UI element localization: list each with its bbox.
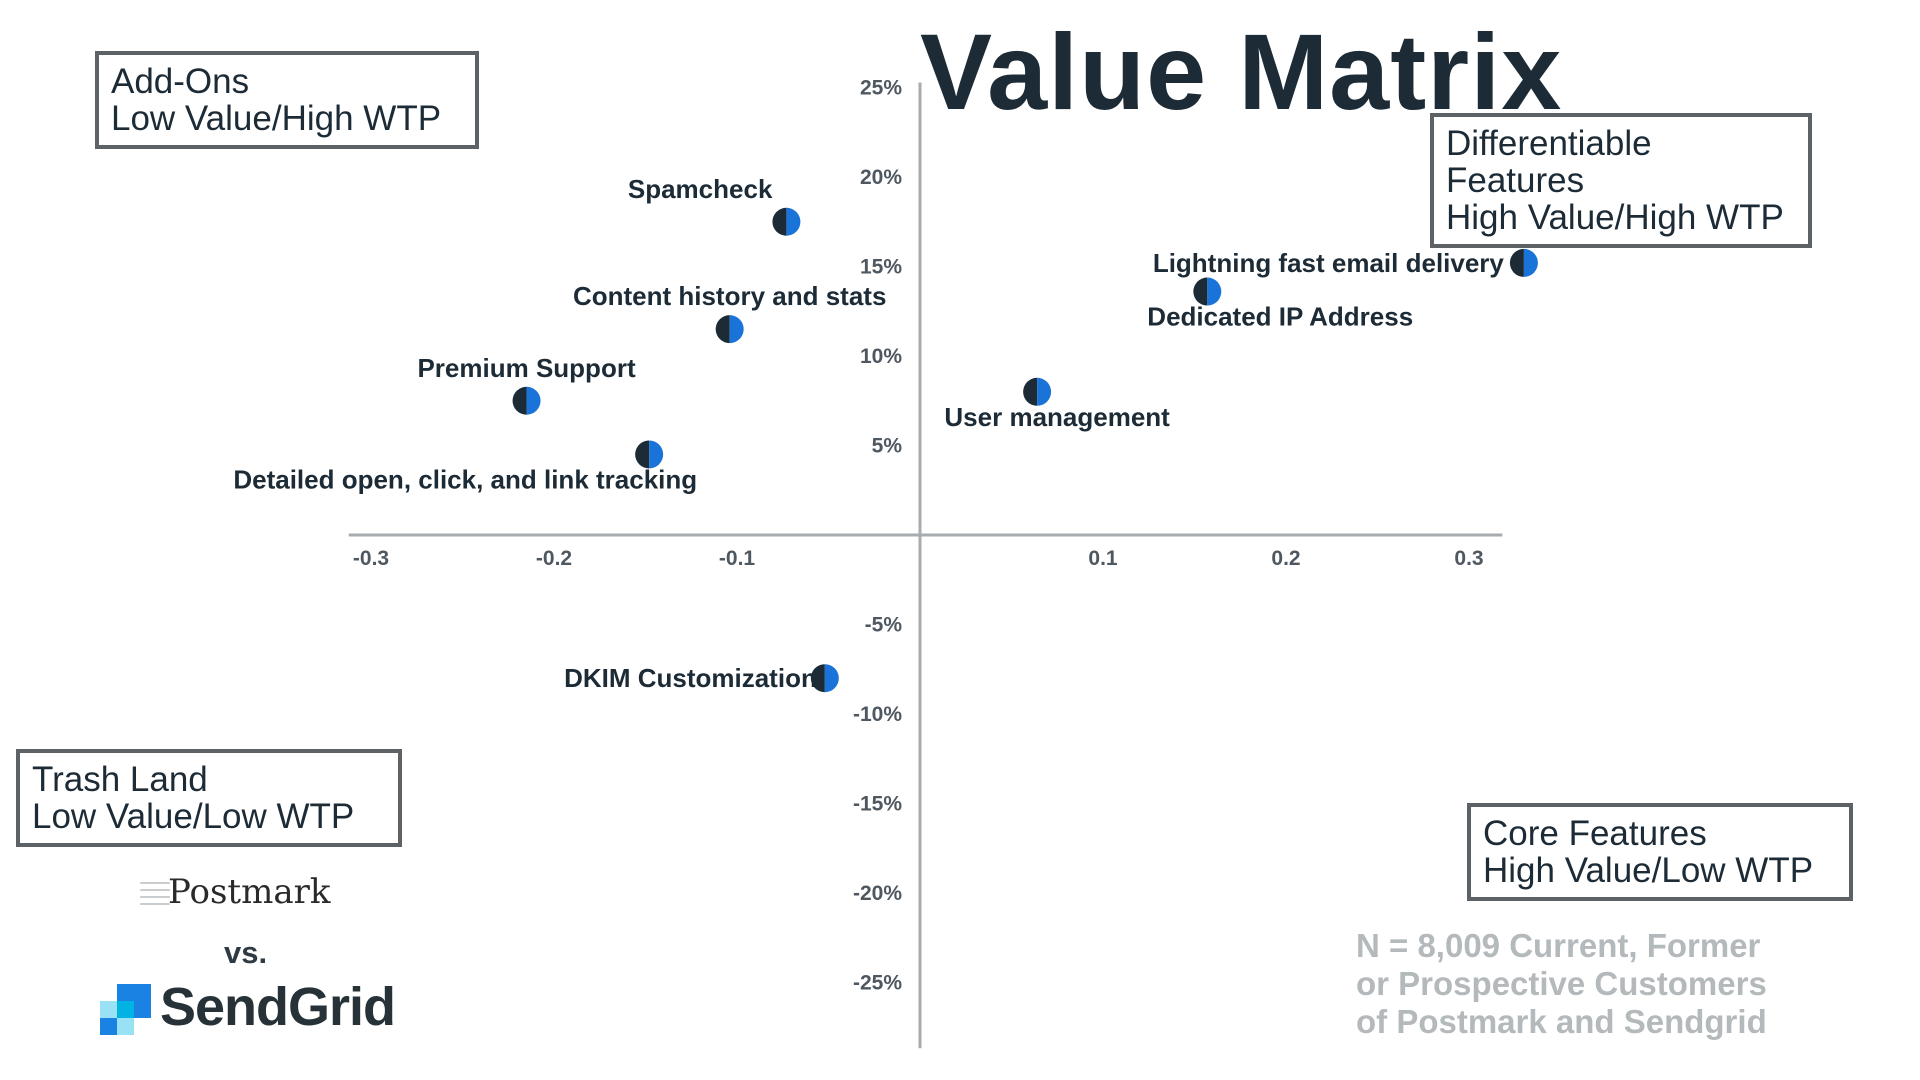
y-tick-label: -15%: [853, 793, 902, 816]
quadrant-title: Trash Land: [32, 760, 208, 799]
data-point: Dedicated IP Address: [1147, 277, 1413, 332]
note-line-3: of Postmark and Sendgrid: [1356, 1003, 1767, 1040]
x-tick-label: 0.1: [1088, 547, 1118, 570]
postmark-lines-icon: [140, 882, 170, 910]
y-tick-label: -5%: [865, 614, 903, 637]
quadrant-subtitle: High Value/Low WTP: [1483, 851, 1814, 890]
y-tick-label: 25%: [860, 77, 902, 100]
quadrant-subtitle: High Value/High WTP: [1446, 198, 1784, 237]
x-tick-label: -0.3: [353, 547, 389, 570]
data-point-blue-half: [786, 207, 801, 236]
x-tick-label: 0.2: [1271, 547, 1300, 570]
y-tick-label: 5%: [872, 435, 903, 458]
data-point-label: Premium Support: [417, 353, 635, 383]
data-point-label: DKIM Customization: [564, 663, 817, 693]
postmark-wordmark: Postmark: [168, 872, 331, 912]
data-point: Content history and stats: [573, 281, 886, 344]
data-point-blue-half: [1037, 377, 1052, 406]
note-line-2: or Prospective Customers: [1356, 965, 1767, 1002]
quadrant-box-core-features: Core Features High Value/Low WTP: [1467, 803, 1853, 901]
data-point: Detailed open, click, and link tracking: [233, 440, 697, 494]
y-tick-label: -20%: [853, 882, 902, 905]
data-point: User management: [944, 377, 1170, 432]
data-point-dark-half: [715, 315, 730, 344]
data-point-dark-half: [512, 386, 527, 415]
data-point-label: Lightning fast email delivery: [1153, 248, 1505, 278]
data-point: Premium Support: [417, 353, 636, 415]
data-point-blue-half: [1523, 248, 1538, 277]
data-point: Lightning fast email delivery: [1153, 248, 1538, 278]
data-point-dark-half: [635, 440, 650, 469]
quadrant-box-trash-land: Trash Land Low Value/Low WTP: [16, 749, 402, 847]
y-tick-label: -10%: [853, 703, 902, 726]
data-point-dark-half: [1023, 377, 1038, 406]
data-point-label: Spamcheck: [628, 174, 773, 204]
data-point-dark-half: [1509, 248, 1524, 277]
data-point-label: Content history and stats: [573, 281, 886, 311]
data-point-dark-half: [772, 207, 787, 236]
quadrant-subtitle: Low Value/Low WTP: [32, 797, 355, 836]
quadrant-subtitle: Low Value/High WTP: [111, 99, 442, 138]
x-tick-label: -0.1: [719, 547, 756, 570]
quadrant-title: Add-Ons: [111, 62, 250, 101]
data-point-blue-half: [824, 664, 839, 693]
x-tick-label: -0.2: [536, 547, 572, 570]
chart-title: Value Matrix: [920, 11, 1563, 132]
quadrant-title-line2: Features: [1446, 161, 1585, 200]
quadrant-title: Core Features: [1483, 814, 1707, 853]
data-point-label: User management: [944, 402, 1170, 432]
y-tick-label: 20%: [860, 166, 902, 189]
data-point-blue-half: [729, 315, 744, 344]
y-tick-label: 15%: [860, 256, 902, 279]
postmark-logo: Postmark: [140, 872, 340, 922]
data-point-blue-half: [526, 386, 541, 415]
data-point: Spamcheck: [628, 174, 801, 236]
data-point-dark-half: [810, 664, 825, 693]
quadrant-box-differentiable-features: Differentiable Features High Value/High …: [1430, 113, 1812, 248]
sendgrid-wordmark: SendGrid: [160, 977, 396, 1037]
quadrant-title-line1: Differentiable: [1446, 124, 1652, 163]
y-tick-label: 10%: [860, 345, 902, 368]
sendgrid-mark-icon: [100, 984, 152, 1036]
sendgrid-logo: SendGrid: [100, 977, 400, 1037]
versus-label: vs.: [224, 935, 268, 970]
data-point-label: Dedicated IP Address: [1147, 302, 1413, 332]
data-point-label: Detailed open, click, and link tracking: [233, 464, 697, 494]
x-tick-label: 0.3: [1454, 547, 1483, 570]
data-point-blue-half: [649, 440, 664, 469]
data-point-blue-half: [1207, 277, 1222, 306]
sample-size-note: N = 8,009 Current, Former or Prospective…: [1356, 927, 1767, 1041]
quadrant-box-add-ons: Add-Ons Low Value/High WTP: [95, 51, 479, 149]
data-point-dark-half: [1193, 277, 1208, 306]
data-point: DKIM Customization: [564, 663, 839, 693]
y-tick-label: -25%: [853, 972, 902, 995]
note-line-1: N = 8,009 Current, Former: [1356, 927, 1761, 964]
